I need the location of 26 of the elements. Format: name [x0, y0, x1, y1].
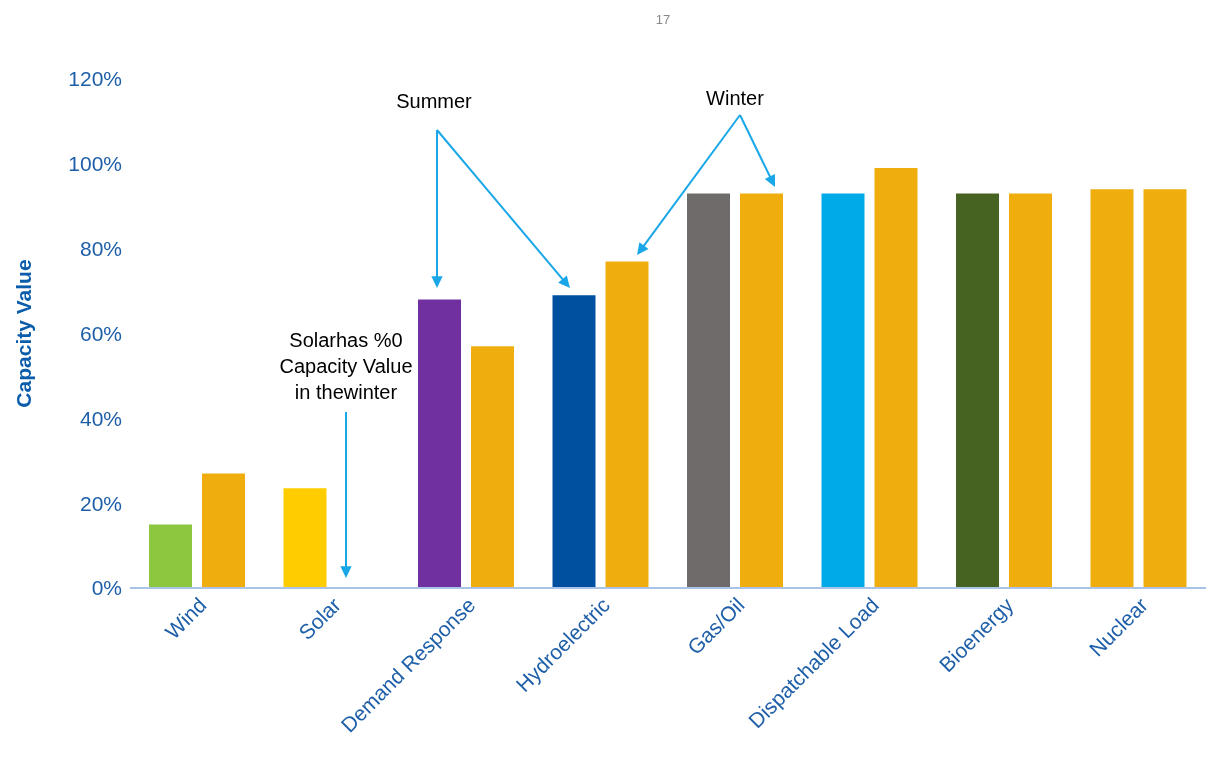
bar	[1143, 189, 1187, 588]
y-tick-label: 60%	[79, 321, 122, 345]
bar	[956, 193, 999, 588]
annotation: Winter	[706, 87, 765, 109]
y-axis-title: Capacity Value	[12, 259, 36, 408]
bar	[740, 193, 783, 588]
annotation: Summer	[396, 90, 473, 112]
bar	[1009, 193, 1052, 588]
y-tick-label: 40%	[79, 406, 122, 430]
y-tick-label: 80%	[79, 237, 122, 261]
bar	[471, 346, 514, 588]
bar	[605, 261, 649, 588]
bar	[202, 473, 245, 588]
y-tick-label: 120%	[68, 67, 122, 91]
bar	[552, 295, 596, 588]
y-tick-label: 20%	[79, 491, 122, 515]
y-tick-label: 100%	[68, 152, 122, 176]
annotation: Solarhas %0 Capacity Value in thewinter	[279, 329, 413, 403]
bar	[283, 488, 327, 588]
bar	[418, 299, 461, 588]
bar	[687, 193, 730, 588]
bar	[874, 168, 918, 588]
bar	[149, 524, 192, 588]
bar	[821, 193, 865, 588]
y-tick-label: 0%	[91, 576, 122, 600]
text: 17	[655, 12, 671, 27]
